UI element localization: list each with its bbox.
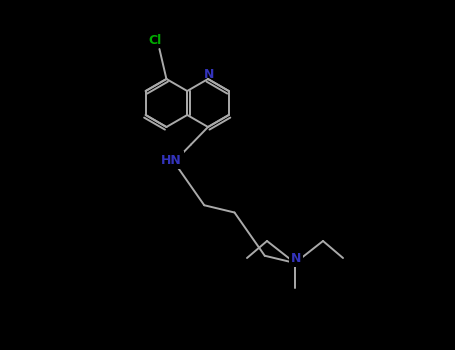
Text: N: N <box>291 252 301 265</box>
Text: HN: HN <box>161 154 182 167</box>
Text: Cl: Cl <box>149 35 162 48</box>
Text: N: N <box>204 69 214 82</box>
